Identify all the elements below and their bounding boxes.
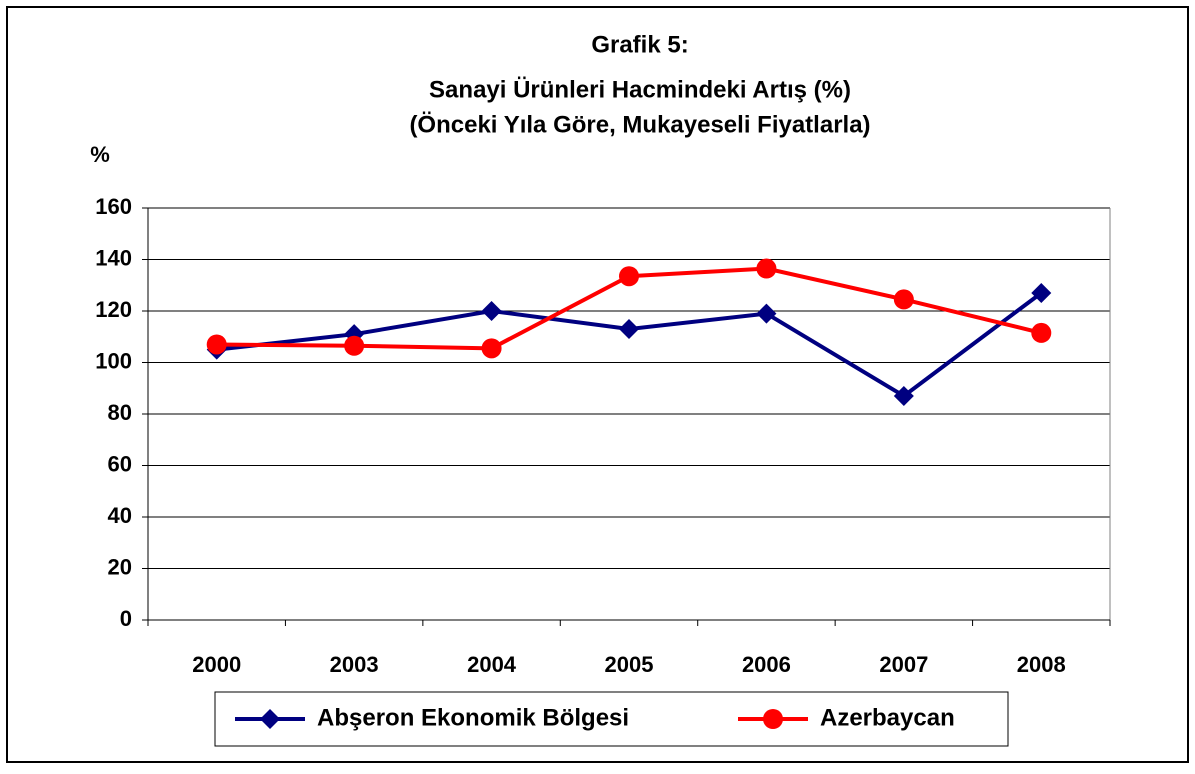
- y-tick-label: 80: [108, 400, 132, 425]
- x-tick-label: 2000: [192, 652, 241, 677]
- marker: [1031, 322, 1052, 343]
- x-tick-label: 2005: [605, 652, 654, 677]
- y-tick-label: 120: [95, 297, 132, 322]
- legend-box: [214, 691, 1009, 747]
- y-tick-label: 140: [95, 245, 132, 270]
- y-tick-label: 60: [108, 451, 132, 476]
- y-tick-label: 100: [95, 348, 132, 373]
- marker: [344, 335, 365, 356]
- y-tick-label: 160: [95, 194, 132, 219]
- y-tick-label: 0: [120, 606, 132, 631]
- x-tick-label: 2007: [879, 652, 928, 677]
- marker: [893, 385, 914, 406]
- marker: [1031, 282, 1052, 303]
- legend-label: Azerbaycan: [820, 704, 955, 731]
- marker: [756, 258, 777, 279]
- chart-title: (Önceki Yıla Göre, Mukayeseli Fiyatlarla…: [409, 111, 870, 138]
- legend: Abşeron Ekonomik Bölgesi Azerbaycan: [214, 691, 1009, 747]
- x-tick-label: 2006: [742, 652, 791, 677]
- marker: [619, 266, 639, 287]
- marker: [481, 338, 502, 359]
- marker: [481, 301, 502, 321]
- x-tick-label: 2008: [1017, 652, 1066, 677]
- marker: [756, 303, 777, 324]
- y-tick-label: 40: [108, 503, 132, 528]
- marker: [893, 289, 914, 310]
- legend-marker: [260, 709, 280, 729]
- y-tick-label: 20: [108, 554, 132, 579]
- marker: [206, 334, 227, 355]
- marker: [619, 319, 639, 340]
- legend-label: Abşeron Ekonomik Bölgesi: [317, 704, 629, 731]
- x-tick-label: 2003: [330, 652, 379, 677]
- chart-title: Sanayi Ürünleri Hacmindeki Artış (%): [429, 76, 851, 103]
- x-tick-label: 2004: [467, 652, 517, 677]
- y-axis-label: %: [90, 142, 110, 167]
- legend-marker: [763, 709, 783, 729]
- chart-border: [6, 6, 1189, 763]
- chart-title: Grafik 5:: [591, 31, 688, 58]
